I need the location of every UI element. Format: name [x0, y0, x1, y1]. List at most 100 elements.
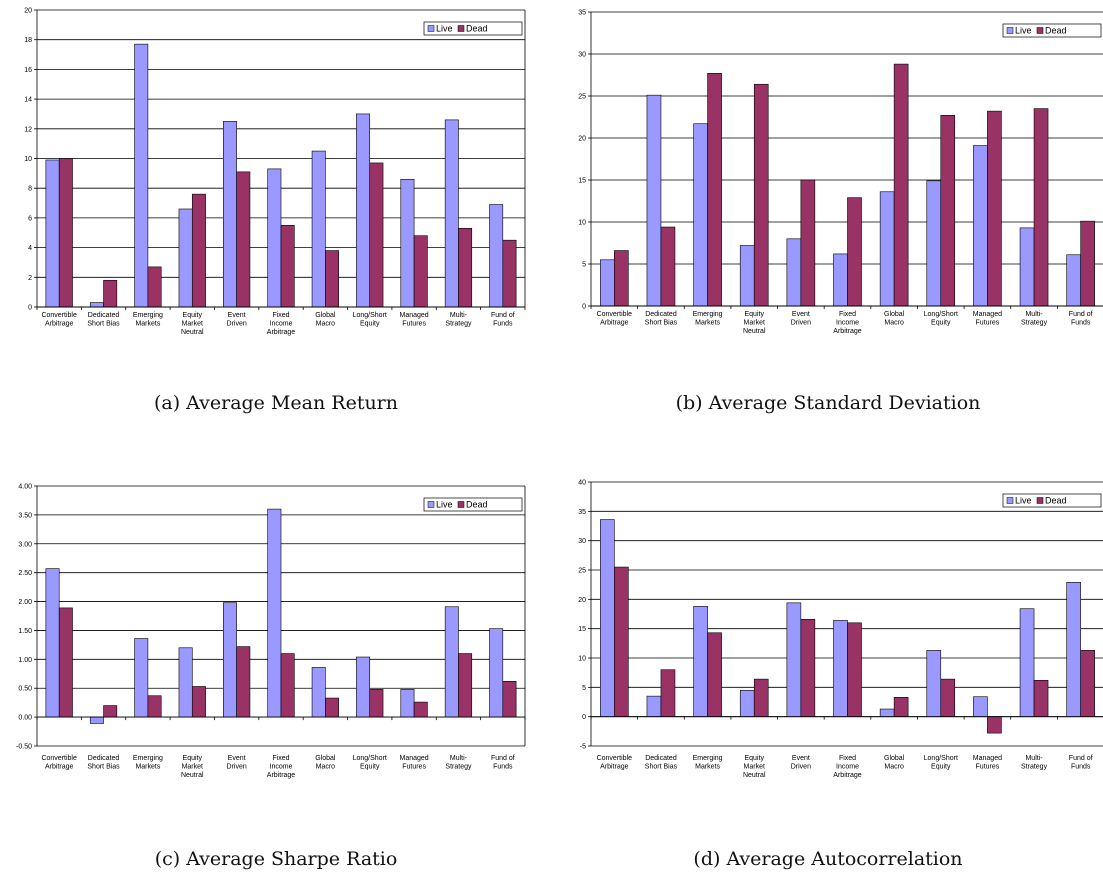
category-label: Equity Market Neutral [743, 755, 766, 779]
dead-bar [147, 266, 162, 308]
live-bar [489, 204, 504, 308]
y-tick-label: 0 [582, 304, 586, 311]
standard-deviation-chart: 0 5 10 15 20 25 30 35 Convertible Arbitrage Dedica… [578, 10, 1103, 335]
live-bar [1066, 582, 1081, 717]
dead-bar [103, 705, 118, 718]
y-tick-label: 15 [578, 178, 586, 185]
legend-label-live: Live [436, 500, 453, 510]
dead-bar [58, 158, 73, 308]
dead-bar [413, 701, 428, 718]
live-bar [600, 259, 615, 307]
dead-bar [502, 239, 517, 308]
category-label: Multi-Strategy [445, 755, 472, 771]
live-bar [693, 123, 708, 307]
category-label: Multi-Strategy [1021, 755, 1048, 771]
category-label: Managed Futures [399, 312, 428, 328]
y-tick-label: 20 [578, 597, 586, 604]
y-tick-label: 25 [578, 94, 586, 101]
live-bar [45, 568, 60, 718]
dead-bar [1033, 108, 1049, 307]
caption-sharpe-ratio: (c) Average Sharpe Ratio [154, 848, 398, 870]
live-bar [89, 716, 104, 724]
dead-bar [753, 83, 769, 307]
legend-swatch-dead [457, 25, 465, 32]
y-tick-label: 1.50 [18, 628, 32, 635]
legend-swatch-live [427, 501, 435, 508]
category-label: Dedicated Short Bias [645, 755, 678, 771]
live-bar [89, 302, 104, 308]
legend-label-live: Live [436, 24, 453, 34]
live-bar [646, 695, 662, 717]
category-label: Global Macro [884, 755, 905, 771]
dead-bar [893, 63, 909, 307]
category-label: Emerging Markets [693, 311, 723, 327]
legend-swatch-dead [457, 501, 465, 508]
category-label: Long/Short Equity [353, 755, 387, 771]
caption-standard-deviation: (b) Average Standard Deviation [675, 392, 981, 414]
live-bar [45, 159, 60, 308]
category-label: Managed Futures [973, 311, 1002, 327]
chart-panel-c: -0.50 0.00 0.50 1.00 1.50 2.00 2.50 3.00 3.50 4.0… [0, 446, 552, 892]
live-bar [267, 508, 282, 718]
category-label: Global Macro [315, 312, 336, 328]
category-label: Convertible Arbitrage [41, 312, 77, 328]
category-label: Fixed Income Arbitrage [833, 311, 862, 335]
dead-bar [103, 279, 118, 308]
y-tick-label: 2 [28, 275, 32, 282]
legend-box [1002, 493, 1102, 508]
dead-bar [1080, 220, 1095, 307]
dead-bar [236, 171, 251, 308]
category-label: Fixed Income Arbitrage [267, 312, 296, 336]
category-label: Dedicated Short Bias [87, 755, 120, 771]
y-tick-label: 14 [24, 97, 32, 104]
live-bar [134, 638, 149, 718]
chart-panel-a: 0 2 4 6 8 10 12 14 16 18 20 Convertible Arbitrage Ded… [0, 0, 552, 446]
category-label: Emerging Markets [133, 755, 163, 771]
dead-bar [940, 678, 956, 717]
dead-bar [847, 197, 862, 307]
category-label: Dedicated Short Bias [645, 311, 678, 327]
dead-bar [191, 686, 206, 718]
category-label: Dedicated Short Bias [87, 312, 120, 328]
category-label: Event Driven [791, 755, 811, 771]
dead-bar [800, 179, 816, 307]
live-bar [223, 121, 237, 308]
legend-swatch-live [1006, 497, 1014, 504]
y-tick-label: 20 [24, 8, 32, 15]
live-bar [356, 113, 371, 308]
category-label: Fund of Funds [491, 312, 515, 328]
category-label: Long/Short Equity [924, 755, 958, 771]
live-bar [600, 519, 615, 717]
dead-bar [800, 618, 816, 717]
live-bar [267, 168, 282, 308]
live-bar [444, 606, 459, 718]
category-label: Fund of Funds [1069, 755, 1093, 771]
legend-label-dead: Dead [466, 24, 488, 34]
chart-panel-b: 0 5 10 15 20 25 30 35 Convertible Arbitrage Dedica… [552, 0, 1103, 446]
live-bar [311, 667, 326, 718]
y-tick-label: 0 [582, 714, 586, 721]
live-bar [786, 602, 802, 717]
dead-bar [325, 250, 339, 308]
category-label: Equity Market Neutral [181, 755, 204, 779]
chart-panel-d: -5 0 5 10 15 20 25 30 35 40 Convertible Arbitrage De… [552, 446, 1103, 892]
y-tick-label: 4 [28, 245, 32, 252]
category-label: Managed Futures [399, 755, 428, 771]
category-label: Convertible Arbitrage [597, 311, 633, 327]
legend-box [423, 21, 523, 36]
legend-swatch-dead [1036, 27, 1044, 34]
live-bar [879, 191, 895, 307]
y-tick-label: 5 [582, 262, 586, 269]
category-label: Fixed Income Arbitrage [267, 755, 296, 779]
dead-bar [987, 716, 1002, 734]
dead-bar [893, 697, 909, 717]
y-tick-label: 0.00 [18, 715, 32, 722]
dead-bar [660, 669, 676, 717]
category-label: Long/Short Equity [353, 312, 387, 328]
legend-swatch-dead [1036, 497, 1044, 504]
dead-bar [325, 697, 339, 718]
legend-label-live: Live [1015, 496, 1032, 506]
legend-box [1002, 23, 1102, 38]
category-label: Equity Market Neutral [181, 312, 204, 336]
y-tick-label: 35 [578, 509, 586, 516]
